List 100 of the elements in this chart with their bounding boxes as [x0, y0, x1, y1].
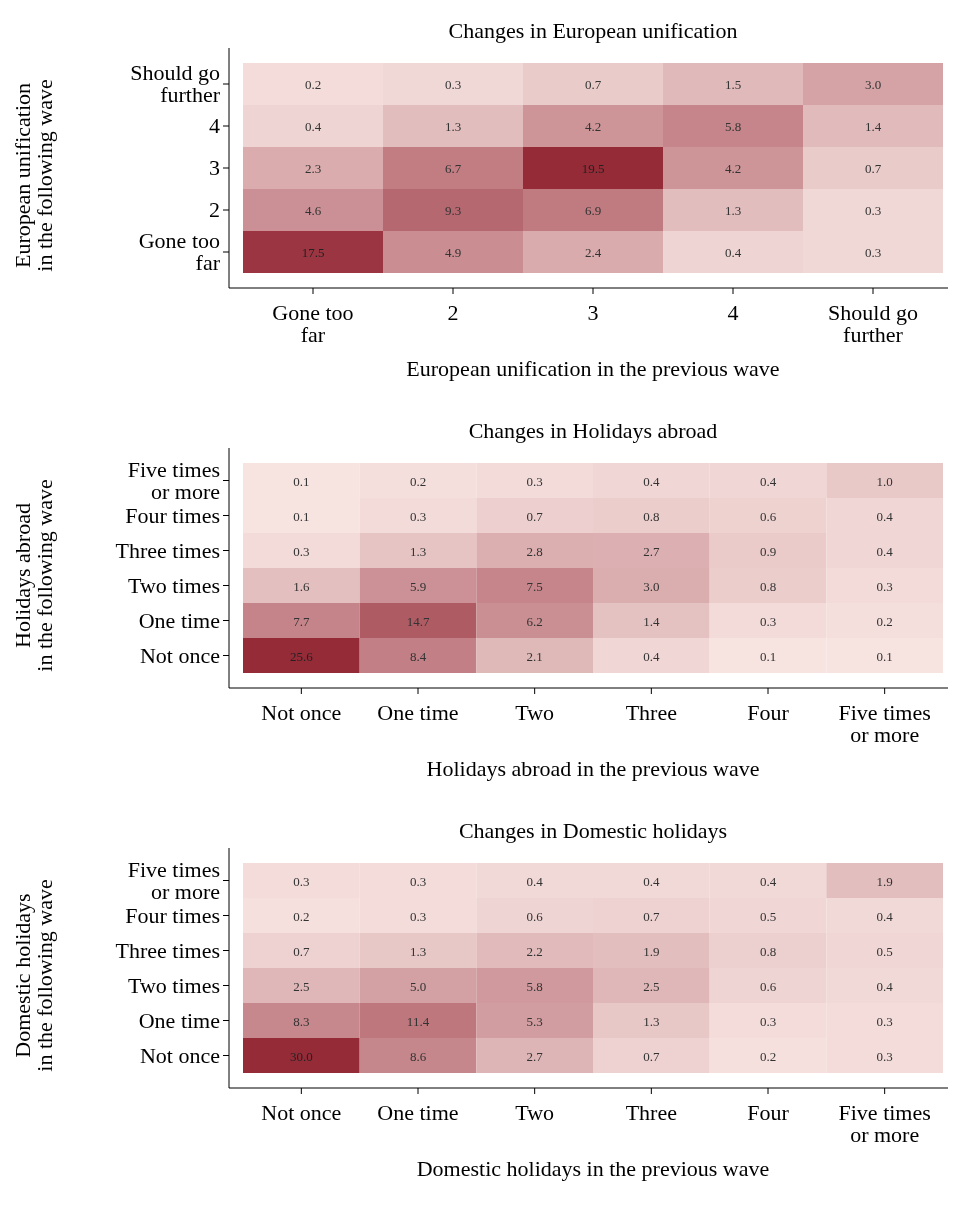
data-label: 0.7 [643, 908, 660, 924]
data-label: 0.4 [876, 543, 894, 559]
x-tick-label: Five times or more [838, 1100, 931, 1147]
data-label: 1.3 [643, 1013, 660, 1029]
data-label: 0.8 [759, 943, 777, 959]
chart-title: Changes in European unification [448, 18, 738, 43]
data-label: 14.7 [406, 613, 430, 629]
y-tick-label: Should go further [130, 60, 221, 107]
data-label: 0.4 [759, 873, 777, 889]
data-label: 3.0 [643, 578, 660, 594]
data-label: 6.2 [526, 613, 543, 629]
y-tick-label: Not once [139, 1042, 220, 1068]
data-label: 0.1 [293, 508, 310, 524]
data-label: 8.4 [409, 648, 427, 664]
data-label: 5.8 [526, 978, 543, 994]
data-label: 5.8 [724, 119, 742, 134]
data-label: 19.5 [581, 161, 605, 176]
y-tick-label: 4 [209, 113, 220, 138]
y-tick-label: 3 [209, 155, 220, 180]
data-label: 0.3 [293, 873, 310, 889]
data-label: 5.0 [409, 978, 427, 994]
y-tick-label: Gone too far [138, 228, 221, 275]
data-label: 0.4 [876, 908, 894, 924]
data-label: 0.9 [759, 543, 777, 559]
data-label: 0.2 [759, 1048, 777, 1064]
data-label: 0.7 [864, 161, 882, 176]
data-label: 0.7 [526, 508, 544, 524]
data-label: 0.3 [444, 77, 462, 92]
data-label: 0.2 [876, 613, 893, 629]
data-label: 25.6 [289, 648, 314, 664]
data-label: 0.4 [643, 873, 660, 889]
data-label: 0.4 [643, 648, 660, 664]
x-axis-title: Domestic holidays in the previous wave [416, 1156, 770, 1181]
x-tick-label: Should go further [828, 300, 918, 347]
y-tick-label: Four times [125, 902, 220, 928]
y-tick-label: Five times or more [127, 456, 220, 504]
data-label: 0.4 [759, 473, 777, 489]
x-tick-label: 2 [447, 300, 459, 325]
data-label: 2.7 [526, 1048, 544, 1064]
data-label: 0.3 [876, 578, 893, 594]
data-label: 2.7 [643, 543, 660, 559]
data-label: 6.7 [444, 161, 462, 176]
data-label: 0.3 [526, 473, 543, 489]
data-label: 1.6 [293, 578, 310, 594]
data-label: 1.3 [409, 943, 427, 959]
y-tick-label: Four times [125, 502, 220, 528]
y-axis-title: Domestic holidays in the following wave [10, 879, 57, 1072]
data-label: 0.4 [526, 873, 544, 889]
data-label: 0.2 [409, 473, 427, 489]
data-label: 0.6 [759, 508, 777, 524]
data-label: 11.4 [406, 1013, 430, 1029]
data-label: 0.6 [526, 908, 544, 924]
data-label: 4.6 [304, 203, 322, 218]
data-label: 0.3 [759, 1013, 777, 1029]
x-tick-label: One time [377, 700, 459, 725]
data-label: 1.3 [409, 543, 427, 559]
data-label: 0.3 [409, 508, 427, 524]
x-tick-label: Five times or more [838, 700, 931, 747]
data-label: 0.8 [643, 508, 660, 524]
data-label: 4.9 [444, 245, 462, 260]
data-label: 5.3 [526, 1013, 543, 1029]
x-tick-label: Two [515, 700, 555, 725]
x-tick-label: Four [747, 1100, 790, 1125]
data-label: 0.4 [724, 245, 742, 260]
data-label: 0.6 [759, 978, 777, 994]
data-label: 1.5 [724, 77, 742, 92]
y-tick-label: One time [138, 607, 220, 633]
data-label: 0.7 [643, 1048, 660, 1064]
y-tick-label: Three times [115, 937, 220, 963]
data-label: 7.7 [293, 613, 310, 629]
data-label: 1.9 [876, 873, 893, 889]
y-tick-label: Not once [139, 642, 220, 668]
data-label: 0.3 [409, 873, 427, 889]
data-label: 0.4 [304, 119, 322, 134]
data-label: 8.3 [293, 1013, 310, 1029]
data-label: 30.0 [289, 1048, 313, 1064]
y-axis-title: Holidays abroad in the following wave [10, 479, 57, 672]
y-tick-label: 2 [209, 197, 220, 222]
data-label: 0.7 [293, 943, 310, 959]
y-tick-label: Two times [128, 572, 220, 598]
data-label: 2.3 [304, 161, 322, 176]
x-tick-label: One time [377, 1100, 459, 1125]
data-label: 0.3 [759, 613, 777, 629]
data-label: 0.3 [864, 203, 882, 218]
x-axis-title: Holidays abroad in the previous wave [426, 756, 760, 781]
data-label: 2.4 [584, 245, 602, 260]
data-label: 1.0 [876, 473, 893, 489]
y-tick-label: Two times [128, 972, 220, 998]
x-tick-label: Not once [261, 700, 342, 725]
data-label: 2.8 [526, 543, 543, 559]
data-label: 6.9 [584, 203, 602, 218]
data-label: 0.1 [293, 473, 310, 489]
data-label: 0.5 [759, 908, 777, 924]
x-tick-label: Gone too far [272, 300, 354, 347]
data-label: 1.3 [724, 203, 742, 218]
data-label: 3.0 [864, 77, 882, 92]
y-axis-title: European unification in the following wave [10, 79, 57, 272]
data-label: 0.5 [876, 943, 893, 959]
data-label: 1.4 [864, 119, 882, 134]
data-label: 0.3 [876, 1013, 893, 1029]
